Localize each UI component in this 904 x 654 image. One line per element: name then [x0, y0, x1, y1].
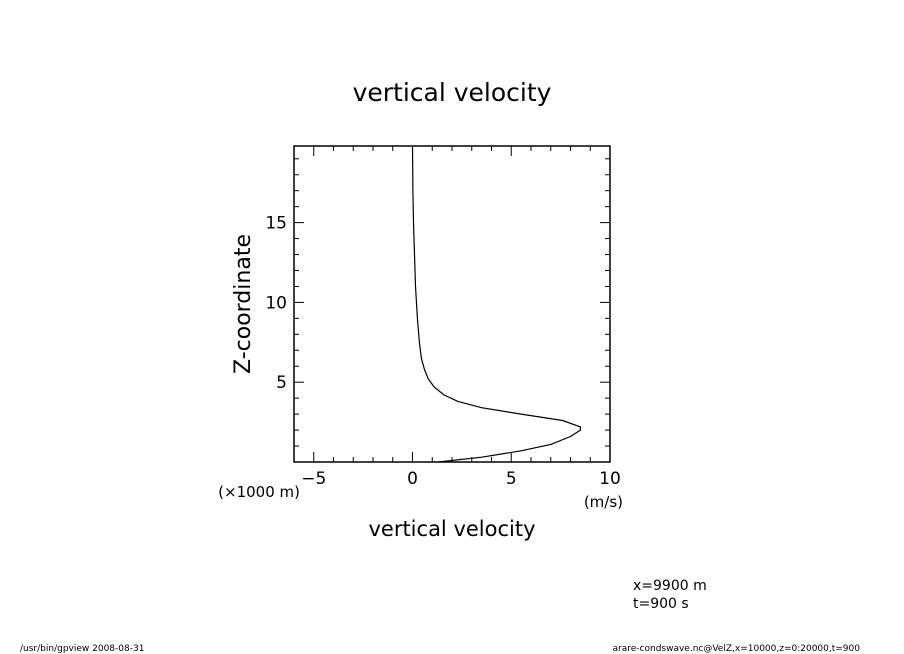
x-axis-unit: (m/s) [584, 493, 623, 511]
chart-title: vertical velocity [353, 78, 552, 107]
footer-data-source: arare-condswave.nc@VelZ,x=10000,z=0:2000… [613, 644, 861, 654]
y-tick-label: 15 [265, 214, 287, 234]
x-tick-label: −5 [301, 469, 326, 489]
time-annotation: t=900 s [633, 596, 689, 612]
axes: −5 0 5 10 5 10 15 [265, 145, 621, 489]
x-tick-label: 0 [407, 469, 418, 489]
y-tick-label: 10 [265, 293, 287, 313]
x-position-annotation: x=9900 m [633, 578, 707, 594]
series-line-vertical-velocity [411, 145, 581, 463]
x-tick-label: 10 [599, 469, 621, 489]
y-tick-label: 5 [276, 373, 287, 393]
data-series [411, 145, 581, 463]
y-axis-label: Z-coordinate [231, 234, 256, 374]
plot-frame [293, 145, 611, 463]
y-axis-unit: (×1000 m) [218, 483, 300, 501]
x-axis-label: vertical velocity [368, 517, 535, 541]
x-tick-label: 5 [506, 469, 517, 489]
footer-program-date: /usr/bin/gpview 2008-08-31 [20, 644, 144, 654]
